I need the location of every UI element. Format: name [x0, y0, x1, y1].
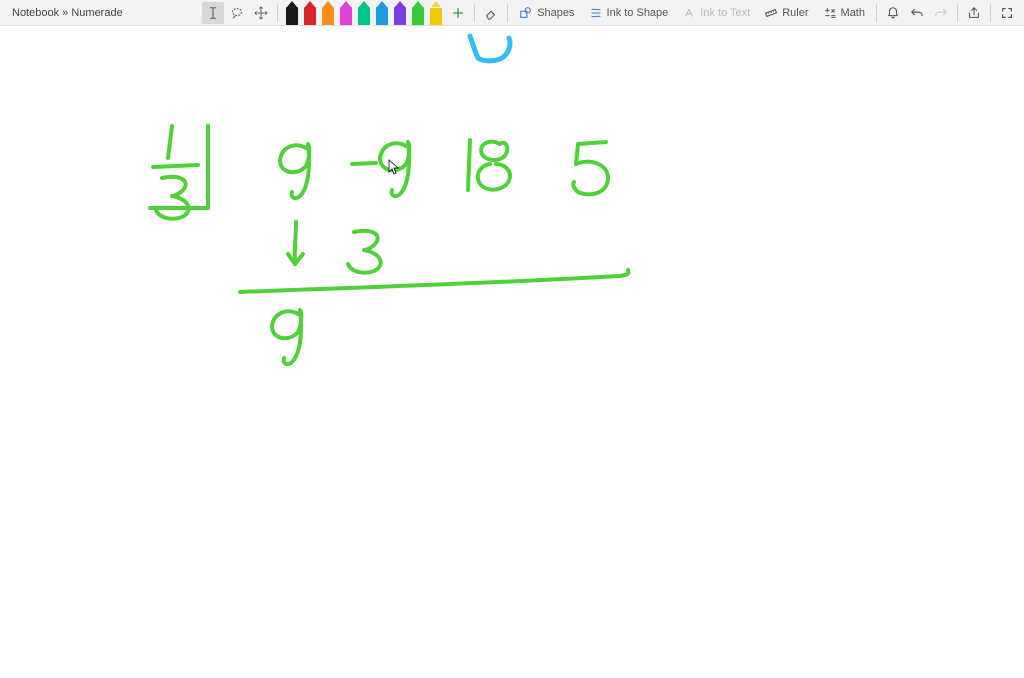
text-cursor-tool[interactable]: [202, 2, 224, 24]
pen-palette: [283, 1, 445, 25]
ink-to-shape-icon: [589, 6, 603, 20]
breadcrumb-child: Numerade: [71, 7, 122, 19]
breadcrumb-sep: »: [62, 7, 68, 19]
bell-icon: [886, 6, 900, 20]
ink-fracThree: [156, 177, 189, 219]
ink-arrowShaft: [295, 222, 296, 264]
ink-hLine: [240, 270, 629, 292]
canvas[interactable]: [0, 26, 1024, 678]
ink-to-shape-label: Ink to Shape: [607, 7, 669, 19]
ink-eighteen8: [478, 142, 510, 190]
lasso-tool[interactable]: [226, 2, 248, 24]
pen-color-6[interactable]: [392, 1, 408, 25]
ink-negSign: [352, 163, 376, 164]
ink-fracOneTop: [168, 126, 172, 158]
ink-layer: [0, 26, 1024, 678]
eraser-icon: [484, 6, 498, 20]
divider: [474, 4, 475, 22]
panning-tool[interactable]: [250, 2, 272, 24]
shapes-button[interactable]: Shapes: [513, 2, 580, 24]
plus-icon: [451, 6, 465, 20]
divider: [277, 4, 278, 22]
divider: [990, 4, 991, 22]
pen-color-8[interactable]: [428, 1, 444, 25]
ruler-icon: [764, 6, 778, 20]
toolbar: Notebook » Numerade Sh: [0, 0, 1024, 26]
math-button[interactable]: Math: [817, 2, 871, 24]
ruler-label: Ruler: [782, 7, 808, 19]
undo-icon: [910, 6, 924, 20]
redo-button[interactable]: [930, 2, 952, 24]
fullscreen-icon: [1000, 6, 1014, 20]
pan-arrows-icon: [254, 6, 268, 20]
pen-color-2[interactable]: [320, 1, 336, 25]
divider: [876, 4, 877, 22]
redo-icon: [934, 6, 948, 20]
share-button[interactable]: [963, 2, 985, 24]
ink-topCyanNumber: [470, 36, 510, 61]
shapes-icon: [519, 6, 533, 20]
ink-threeMiddle: [348, 231, 381, 273]
ink-to-shape-button[interactable]: Ink to Shape: [583, 2, 675, 24]
pen-color-0[interactable]: [284, 1, 300, 25]
text-cursor-icon: [206, 6, 220, 20]
divider: [507, 4, 508, 22]
ink-nine1: [280, 144, 309, 198]
add-pen-button[interactable]: [447, 2, 469, 24]
pen-color-7[interactable]: [410, 1, 426, 25]
lasso-icon: [230, 6, 244, 20]
undo-button[interactable]: [906, 2, 928, 24]
pen-color-5[interactable]: [374, 1, 390, 25]
share-icon: [967, 6, 981, 20]
ink-five: [573, 142, 608, 194]
ruler-button[interactable]: Ruler: [758, 2, 814, 24]
pen-color-1[interactable]: [302, 1, 318, 25]
ink-to-text-label: Ink to Text: [700, 7, 750, 19]
breadcrumb[interactable]: Notebook » Numerade: [6, 7, 129, 19]
ink-to-text-icon: [682, 6, 696, 20]
ink-to-text-button[interactable]: Ink to Text: [676, 2, 756, 24]
pen-color-3[interactable]: [338, 1, 354, 25]
ink-eighteen1: [468, 140, 470, 190]
ink-nineBottom: [272, 310, 301, 364]
math-icon: [823, 6, 837, 20]
eraser-tool[interactable]: [480, 2, 502, 24]
fullscreen-button[interactable]: [996, 2, 1018, 24]
math-label: Math: [841, 7, 865, 19]
divider: [957, 4, 958, 22]
pen-color-4[interactable]: [356, 1, 372, 25]
ink-fracLine: [153, 165, 198, 167]
shapes-label: Shapes: [537, 7, 574, 19]
ink-nine2: [380, 142, 409, 196]
notifications-button[interactable]: [882, 2, 904, 24]
breadcrumb-parent: Notebook: [12, 7, 59, 19]
